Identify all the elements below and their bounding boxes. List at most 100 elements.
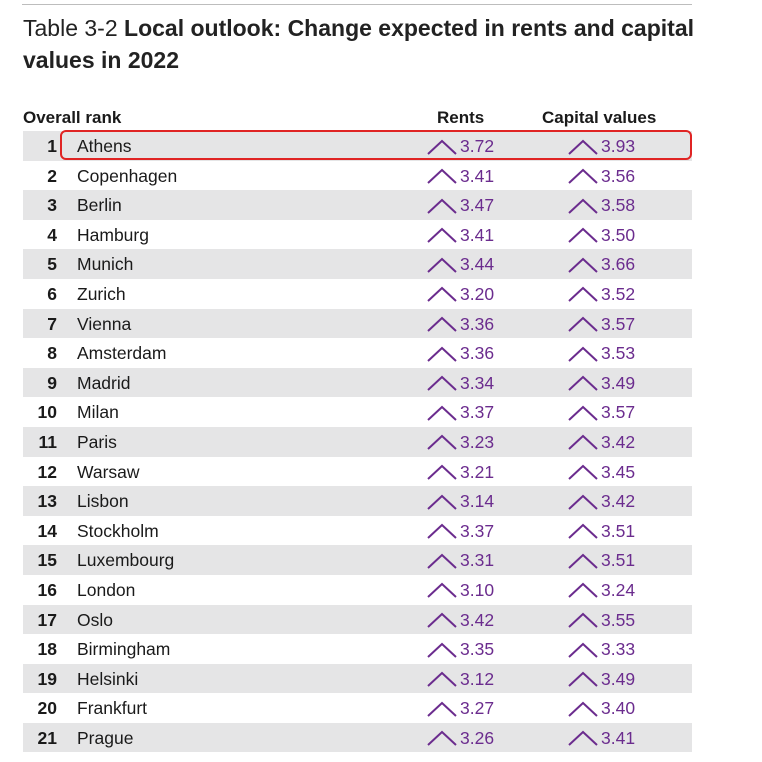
rents-cell: 3.36 — [427, 314, 494, 335]
city-cell: Zurich — [77, 283, 126, 304]
table-row: 10 Milan 3.37 3.57 — [23, 397, 692, 427]
up-chevron-icon — [427, 375, 457, 391]
up-chevron-icon — [568, 139, 598, 155]
city-cell: Birmingham — [77, 639, 171, 660]
rents-value: 3.47 — [460, 195, 495, 216]
rents-cell: 3.42 — [427, 610, 494, 631]
rank-cell: 18 — [37, 639, 57, 660]
city-cell: Hamburg — [77, 224, 149, 245]
up-chevron-icon — [568, 257, 598, 273]
rank-cell: 21 — [37, 727, 57, 748]
capital-value: 3.49 — [601, 372, 636, 393]
capital-value: 3.50 — [601, 224, 636, 245]
up-chevron-icon — [568, 642, 598, 658]
capital-value: 3.40 — [601, 698, 636, 719]
table-row: 4 Hamburg 3.41 3.50 — [23, 220, 692, 250]
table-row: 20 Frankfurt 3.27 3.40 — [23, 693, 692, 723]
capital-values-cell: 3.53 — [568, 343, 635, 364]
capital-value: 3.56 — [601, 165, 636, 186]
city-cell: Copenhagen — [77, 165, 178, 186]
capital-value: 3.49 — [601, 668, 636, 689]
capital-values-cell: 3.41 — [568, 728, 635, 749]
city-cell: Berlin — [77, 195, 122, 216]
rents-value: 3.41 — [460, 224, 495, 245]
column-header-capital-values: Capital values — [542, 108, 657, 127]
table-row: 13 Lisbon 3.14 3.42 — [23, 486, 692, 516]
column-header-rents: Rents — [437, 108, 485, 127]
capital-value: 3.66 — [601, 254, 636, 275]
up-chevron-icon — [568, 701, 598, 717]
table-row: 16 London 3.10 3.24 — [23, 575, 692, 605]
highlight-box — [60, 130, 692, 160]
rank-cell: 17 — [37, 609, 57, 630]
rents-value: 3.72 — [460, 136, 495, 156]
city-cell: Helsinki — [77, 668, 139, 689]
capital-values-cell: 3.57 — [568, 314, 635, 335]
up-chevron-icon — [427, 405, 457, 421]
up-chevron-icon — [427, 523, 457, 539]
rents-cell: 3.36 — [427, 343, 494, 364]
rents-cell: 3.21 — [427, 462, 494, 483]
table-row: 14 Stockholm 3.37 3.51 — [23, 516, 692, 546]
capital-value: 3.51 — [601, 520, 636, 541]
rents-cell: 3.23 — [427, 432, 494, 453]
up-chevron-icon — [427, 434, 457, 451]
up-chevron-icon — [568, 494, 598, 510]
city-cell: Stockholm — [77, 520, 159, 541]
rents-cell: 3.41 — [427, 225, 494, 246]
table-row: 11 Paris 3.23 3.42 — [23, 426, 692, 457]
rank-cell: 5 — [47, 254, 57, 275]
up-chevron-icon — [427, 730, 457, 747]
capital-values-cell: 3.49 — [568, 669, 635, 690]
city-cell: Vienna — [77, 313, 132, 334]
rents-cell: 3.31 — [427, 550, 494, 571]
capital-value: 3.33 — [601, 639, 636, 660]
rents-value: 3.37 — [460, 520, 495, 541]
rents-cell: 3.10 — [427, 580, 494, 601]
capital-value: 3.51 — [601, 550, 636, 571]
rank-cell: 14 — [37, 520, 57, 541]
up-chevron-icon — [568, 227, 598, 244]
capital-values-cell: 3.42 — [568, 432, 635, 453]
up-chevron-icon — [427, 168, 457, 184]
up-chevron-icon — [427, 257, 457, 273]
rank-cell: 2 — [47, 165, 57, 186]
rank-cell: 20 — [37, 698, 57, 719]
up-chevron-icon — [427, 642, 457, 658]
table-body: 1 Athens 3.72 3.93 2 Copenhagen 3.41 3.56 3 Berli… — [23, 131, 692, 753]
city-cell: Warsaw — [77, 461, 140, 482]
capital-value: 3.24 — [601, 579, 636, 600]
city-cell: Prague — [77, 727, 134, 748]
capital-value: 3.58 — [601, 195, 636, 216]
table-row: 21 Prague 3.26 3.41 — [23, 722, 692, 753]
capital-values-cell: 3.33 — [568, 639, 635, 660]
table-heading: Local outlook: Change expected in rents … — [23, 15, 695, 73]
up-chevron-icon — [568, 553, 598, 569]
rents-value: 3.35 — [460, 639, 495, 660]
capital-values-cell: 3.51 — [568, 521, 635, 542]
table-row: 2 Copenhagen 3.41 3.56 — [23, 161, 692, 191]
city-cell: London — [77, 579, 136, 600]
city-cell: Oslo — [77, 609, 113, 630]
up-chevron-icon — [427, 612, 457, 628]
capital-value: 3.57 — [601, 313, 636, 334]
rents-cell: 3.41 — [427, 166, 494, 187]
up-chevron-icon — [568, 523, 598, 539]
capital-values-cell: 3.45 — [568, 462, 635, 483]
up-chevron-icon — [427, 701, 457, 717]
up-chevron-icon — [427, 316, 457, 332]
rank-cell: 16 — [37, 579, 57, 600]
capital-value: 3.53 — [601, 343, 636, 364]
capital-values-cell: 3.66 — [568, 254, 635, 275]
rank-cell: 10 — [37, 402, 57, 423]
up-chevron-icon — [568, 671, 598, 687]
rank-cell: 4 — [47, 224, 57, 245]
capital-value: 3.42 — [601, 491, 636, 512]
city-cell: Munich — [77, 254, 134, 275]
rank-cell: 9 — [47, 372, 57, 393]
up-chevron-icon — [568, 198, 598, 214]
table-row: 8 Amsterdam 3.36 3.53 — [23, 338, 692, 368]
up-chevron-icon — [568, 434, 598, 451]
city-cell: Amsterdam — [77, 343, 167, 364]
rents-cell: 3.12 — [427, 669, 494, 690]
